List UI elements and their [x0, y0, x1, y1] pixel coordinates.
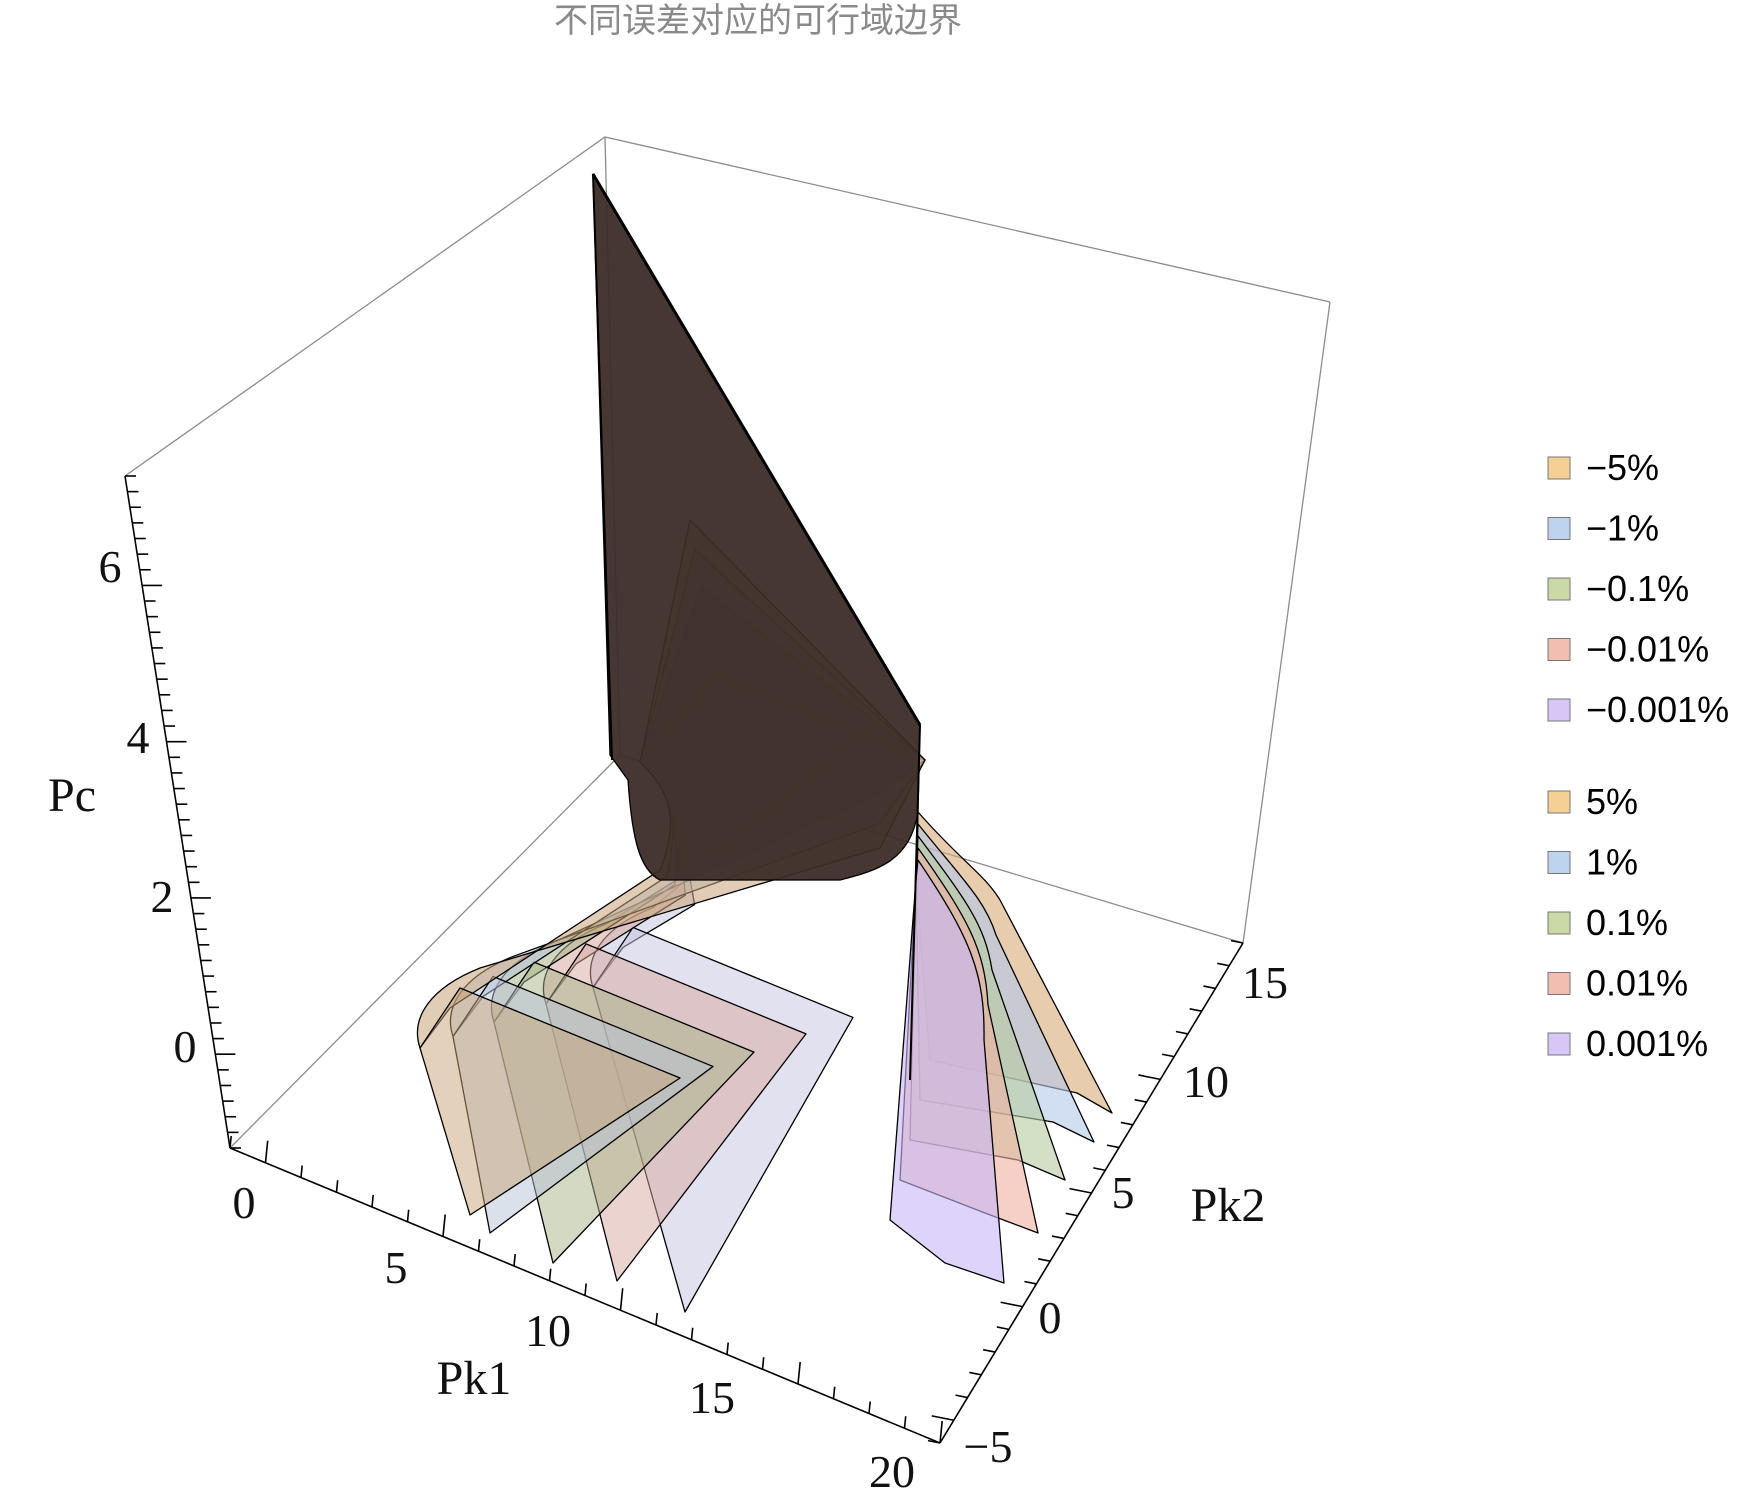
pc-tick-label: 2 — [151, 871, 174, 922]
axis-labels: Pc Pk1 Pk2 — [48, 769, 1265, 1405]
legend-swatch — [1547, 851, 1571, 874]
chart-title: 不同误差对应的可行域边界 — [554, 1, 962, 41]
pk1-minor-tick — [761, 1357, 765, 1370]
legend-label: −1% — [1586, 508, 1659, 549]
pk1-minor-tick — [832, 1386, 836, 1399]
pk1-minor-tick — [513, 1253, 516, 1267]
legend-label: −0.01% — [1586, 629, 1709, 670]
pk1-minor-tick — [726, 1342, 729, 1355]
pk2-minor-tick — [1093, 1167, 1106, 1172]
pk2-tick-label: −5 — [964, 1421, 1013, 1472]
legend-swatch — [1547, 577, 1571, 601]
pk1-minor-tick — [584, 1283, 587, 1296]
pk1-major-tick — [619, 1288, 624, 1311]
pk2-minor-tick — [1175, 1030, 1189, 1035]
legend-label: 0.1% — [1586, 902, 1668, 943]
pk1-tick-label: 5 — [385, 1242, 408, 1293]
pk2-minor-tick — [969, 1371, 982, 1376]
legend: −5% −1% −0.1% −0.01% −0.001% 5% 1% 0.1% 0.01% 0.0… — [1547, 447, 1729, 1064]
pk2-major-tick — [1000, 1301, 1023, 1308]
shared-ridge-right-edge — [909, 724, 921, 1081]
pk2-minor-tick — [1189, 1007, 1202, 1012]
pc-tick-label: 0 — [174, 1021, 197, 1072]
tick-labels: 0 2 4 6 0 5 10 15 20 −5 0 5 10 15 — [99, 541, 1289, 1497]
pk2-minor-tick — [1024, 1280, 1037, 1285]
pk1-minor-tick — [477, 1239, 481, 1252]
pk1-major-tick — [442, 1214, 446, 1237]
pk1-minor-tick — [655, 1312, 658, 1326]
pk1-axis-label: Pk1 — [437, 1352, 512, 1405]
legend-swatch — [1547, 911, 1571, 935]
pk2-minor-tick — [1120, 1121, 1133, 1126]
pk1-minor-tick — [406, 1209, 410, 1222]
pk2-minor-tick — [955, 1394, 968, 1399]
pk1-minor-tick — [300, 1165, 303, 1178]
ticks-layer — [125, 475, 1244, 1444]
pk1-tick-label: 0 — [233, 1177, 256, 1228]
pk2-minor-tick — [1230, 939, 1244, 944]
legend-swatch — [1547, 972, 1571, 995]
surface-blade-−5% — [419, 987, 681, 1216]
pc-tick-label: 4 — [127, 712, 150, 763]
legend-swatch — [1547, 698, 1571, 722]
pk1-minor-tick — [229, 1135, 232, 1149]
legend-swatch — [1547, 517, 1571, 540]
pk1-major-tick — [797, 1361, 801, 1385]
pk2-tick-label: 10 — [1183, 1056, 1229, 1107]
surfaces-layer — [416, 173, 1113, 1313]
pk2-minor-tick — [982, 1348, 996, 1353]
pk1-minor-tick — [903, 1416, 907, 1429]
pk2-axis-label: Pk2 — [1191, 1179, 1266, 1232]
shared-ridge-surface — [592, 173, 921, 881]
box-edge-floor-back-left — [229, 754, 621, 1149]
pk2-minor-tick — [1203, 985, 1216, 990]
pk2-minor-tick — [1051, 1235, 1065, 1240]
pc-axis-line — [124, 475, 231, 1149]
pk1-minor-tick — [868, 1401, 871, 1414]
pk2-minor-tick — [1217, 962, 1230, 967]
shared-ridge-left-edge — [592, 173, 613, 761]
pk2-tick-label: 5 — [1112, 1167, 1135, 1218]
pk2-minor-tick — [1065, 1212, 1078, 1217]
pk1-minor-tick — [335, 1180, 339, 1193]
pk2-tick-label: 0 — [1039, 1292, 1062, 1343]
surface-0.001% — [889, 859, 1005, 1284]
pk2-minor-tick — [996, 1326, 1010, 1331]
pk2-major-tick — [1138, 1074, 1161, 1081]
box-edge-front-right — [1242, 301, 1331, 944]
pk2-minor-tick — [1161, 1053, 1175, 1058]
legend-label: 0.001% — [1586, 1023, 1708, 1064]
pk1-major-tick — [939, 1420, 943, 1444]
legend-label: 0.01% — [1586, 963, 1688, 1004]
pk1-tick-label: 15 — [689, 1372, 735, 1423]
pc-tick-label: 6 — [99, 541, 122, 592]
legend-label: 1% — [1586, 842, 1638, 883]
pk2-minor-tick — [1038, 1257, 1051, 1262]
pk1-major-tick — [264, 1140, 269, 1163]
pk2-major-tick — [1069, 1187, 1092, 1194]
pk1-tick-label: 10 — [525, 1305, 571, 1356]
legend-swatch — [1547, 1032, 1571, 1056]
legend-label: 5% — [1586, 781, 1638, 822]
pc-axis-label: Pc — [48, 769, 96, 822]
shared-ridge-edge — [591, 173, 922, 726]
pk2-minor-tick — [1106, 1144, 1120, 1149]
legend-swatch — [1547, 638, 1571, 661]
pk1-tick-label: 20 — [869, 1446, 915, 1497]
legend-swatch — [1547, 790, 1571, 814]
pk2-major-tick — [931, 1415, 954, 1422]
pk1-minor-tick — [690, 1327, 694, 1340]
legend-label: −0.1% — [1586, 568, 1689, 609]
legend-label: −5% — [1586, 447, 1659, 488]
legend-swatch — [1547, 456, 1571, 480]
legend-label: −0.001% — [1586, 689, 1729, 730]
pk2-minor-tick — [927, 1439, 941, 1444]
pk1-minor-tick — [371, 1194, 374, 1208]
pk2-tick-label: 15 — [1242, 957, 1288, 1008]
pk1-minor-tick — [548, 1268, 552, 1281]
pk2-minor-tick — [1134, 1098, 1147, 1103]
